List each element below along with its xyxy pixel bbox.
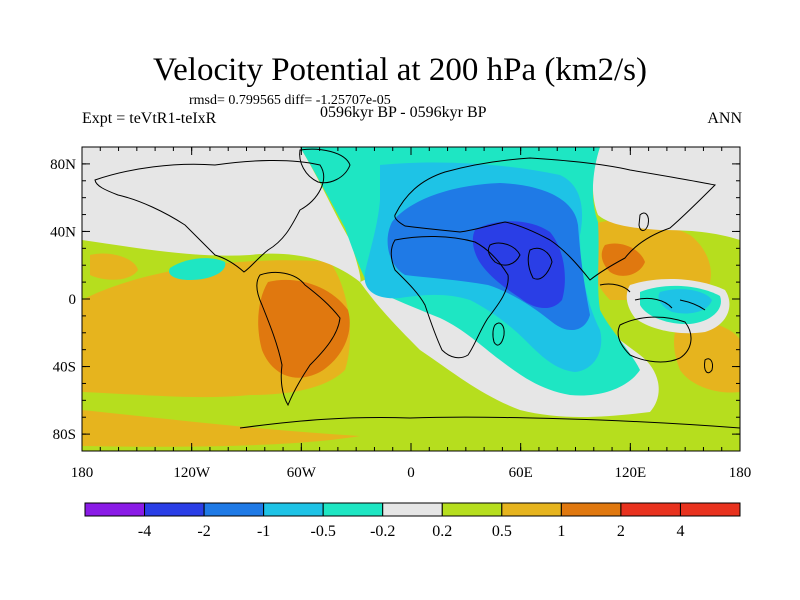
colorbar-label: 2 [617,523,625,540]
colorbar-label: -0.5 [311,523,336,540]
coastlines [94,148,740,429]
colorbar-box [84,502,146,517]
colorbar-label: 4 [676,523,684,540]
colorbar-box [620,502,681,517]
field-neutral-northwest [82,147,361,282]
colorbar-label: -2 [197,523,210,540]
field-moderate-positive-south [82,410,360,447]
coastline-greenland [299,148,351,184]
field-moderate-positive-west [90,253,138,280]
colorbar-box [322,502,384,517]
lat-label: 40S [53,360,76,376]
lat-label: 40N [50,224,76,240]
colorbar-label: -4 [138,523,151,540]
field-strong-positive-southamerica [258,279,350,378]
colorbar-box [382,502,443,517]
field-weak-negative-pacific [169,258,226,280]
colorbar-label: 0.5 [492,523,512,540]
lat-label: 0 [69,292,77,308]
colorbar-box [144,502,205,517]
season-label: ANN [707,110,742,127]
colorbar-label: 0.2 [432,523,452,540]
coastline-madagascar [492,322,505,346]
coastline-europe-asia [394,157,717,281]
map-title: Velocity Potential at 200 hPa (km2/s) [152,52,648,88]
lon-label: 60E [509,465,533,481]
colorbar-box [501,502,562,517]
lon-label: 60W [287,465,317,481]
lat-label: 80S [53,427,76,443]
colorbar: -4 -2 -1 -0.5 -0.2 0.2 0.5 1 2 4 [84,502,741,540]
colorbar-box [263,502,324,517]
coastline-north-america [94,159,325,273]
colorbar-box [203,502,265,517]
colorbar-box [679,502,741,517]
lon-label: 120E [614,465,646,481]
contour-field [82,147,740,451]
longitude-axis: 180 120W 60W 0 60E 120E 180 [71,147,752,481]
colorbar-label: -0.2 [370,523,395,540]
coastline-new-zealand [704,358,713,374]
colorbar-box [441,502,503,517]
coastline-australia [617,316,692,363]
colorbar-box [560,502,622,517]
coastline-africa [390,236,509,359]
stats-line: rmsd= 0.799565 diff= -1.25707e-05 [189,93,391,108]
coastline-japan [638,212,649,232]
coastline-maritime-continent [599,283,706,311]
field-strong-positive-eastasia [601,243,645,276]
lon-label: 120W [173,465,211,481]
colorbar-label: -1 [257,523,270,540]
coastline-antarctica [239,416,740,429]
lat-label: 80N [50,157,76,173]
lon-label: 0 [407,465,415,481]
field-moderate-positive-southpacific [674,319,740,393]
lon-label: 180 [729,465,752,481]
coastline-arabia-india [487,242,553,280]
lon-label: 180 [71,465,94,481]
period-label: 0596kyr BP - 0596kyr BP [320,104,487,121]
experiment-label: Expt = teVtR1-teIxR [82,110,217,127]
coastline-south-america [256,272,341,407]
latitude-axis: 80N 40N 0 40S 80S [50,146,740,452]
colorbar-label: 1 [557,523,565,540]
